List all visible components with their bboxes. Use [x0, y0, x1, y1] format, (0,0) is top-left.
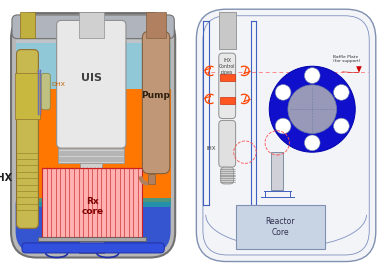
Bar	[220, 97, 235, 104]
FancyBboxPatch shape	[17, 50, 38, 228]
Bar	[220, 74, 235, 81]
Bar	[20, 12, 35, 38]
Bar	[79, 12, 104, 38]
Text: Reactor
Core: Reactor Core	[266, 217, 295, 237]
Text: Pump: Pump	[142, 91, 170, 100]
Text: Baffle Plate
(for support): Baffle Plate (for support)	[333, 55, 360, 64]
Bar	[80, 163, 102, 184]
Bar	[271, 152, 283, 190]
Circle shape	[305, 135, 320, 151]
Bar	[16, 43, 170, 89]
FancyBboxPatch shape	[12, 15, 174, 39]
FancyBboxPatch shape	[41, 73, 50, 110]
Bar	[16, 198, 170, 207]
FancyBboxPatch shape	[196, 9, 376, 262]
Text: UIS: UIS	[81, 73, 102, 83]
Bar	[38, 237, 146, 241]
Bar	[15, 73, 40, 119]
Polygon shape	[356, 66, 362, 73]
Circle shape	[288, 85, 336, 134]
Bar	[219, 12, 236, 49]
Circle shape	[269, 66, 355, 152]
FancyBboxPatch shape	[219, 53, 236, 119]
Circle shape	[334, 85, 349, 100]
Bar	[146, 12, 166, 38]
FancyBboxPatch shape	[142, 31, 170, 174]
Circle shape	[275, 85, 291, 100]
Text: IHX: IHX	[0, 173, 12, 183]
Bar	[40, 70, 41, 115]
Bar	[38, 70, 39, 115]
Text: IHX
Control
pipes: IHX Control pipes	[219, 58, 235, 74]
Circle shape	[305, 68, 320, 83]
FancyBboxPatch shape	[16, 184, 170, 253]
FancyBboxPatch shape	[22, 243, 164, 253]
Text: Rx
core: Rx core	[81, 197, 103, 216]
Bar	[16, 27, 170, 43]
Bar	[16, 89, 170, 202]
Text: DHX: DHX	[51, 82, 65, 87]
Bar	[58, 148, 124, 163]
FancyBboxPatch shape	[57, 20, 126, 148]
Circle shape	[275, 118, 291, 134]
FancyBboxPatch shape	[219, 120, 236, 167]
FancyBboxPatch shape	[221, 167, 234, 184]
Bar	[42, 168, 142, 237]
Bar	[236, 205, 325, 249]
Circle shape	[334, 118, 349, 134]
Text: IHX: IHX	[207, 146, 216, 151]
Bar	[148, 174, 155, 184]
Bar	[79, 241, 104, 253]
FancyBboxPatch shape	[11, 13, 175, 258]
